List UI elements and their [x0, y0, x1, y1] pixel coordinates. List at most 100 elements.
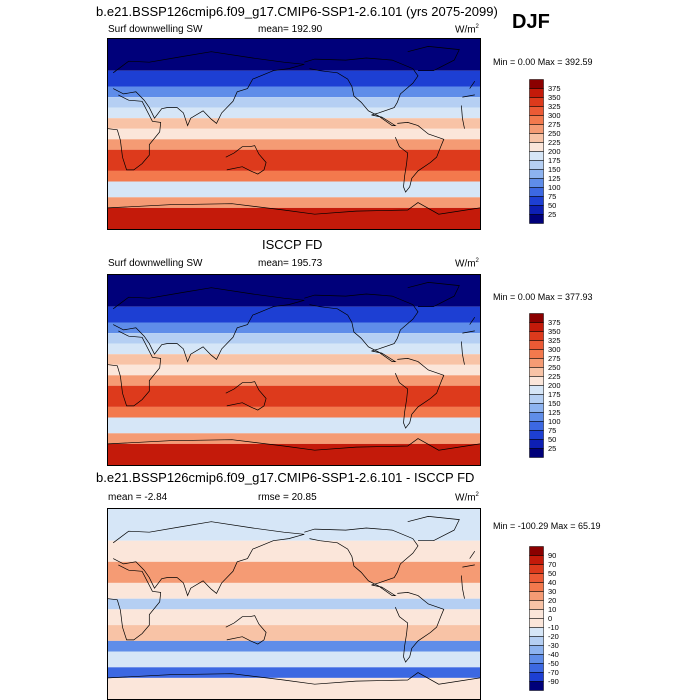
panel-2-field-band-3 — [108, 322, 480, 334]
panel-2-colorbar-tick-label: 175 — [548, 390, 561, 399]
panel-1-colorbar-box-9 — [529, 151, 544, 161]
panel-3-colorbar-box-13 — [529, 654, 544, 664]
panel-1-colorbar-tick-label: 275 — [548, 120, 561, 129]
panel-1-field-band-8 — [108, 139, 480, 150]
panel-2-variable-label: Surf downwelling SW — [108, 258, 203, 269]
panel-1-coastline-africa — [108, 94, 475, 171]
panel-2-field-band-1 — [108, 275, 480, 307]
panel-1-colorbar-box-6 — [529, 124, 544, 134]
panel-3-field-band-7 — [108, 625, 480, 641]
panel-1-map-canvas — [108, 39, 480, 229]
panel-2-coastline-africa — [108, 330, 475, 407]
panel-3-colorbar-box-9 — [529, 618, 544, 628]
panel-3-colorbar-tick-label: 40 — [548, 578, 556, 587]
panel-2-colorbar-tick-label: 275 — [548, 354, 561, 363]
panel-3-field-band-11 — [108, 677, 480, 699]
panel-3-colorbar-box-15 — [529, 672, 544, 682]
panel-2-minmax: Min = 0.00 Max = 377.93 — [493, 292, 593, 302]
panel-3-colorbar-box-14 — [529, 663, 544, 673]
panel-3-colorbar-tick-label: 30 — [548, 587, 556, 596]
panel-3-colorbar-tick-label: -10 — [548, 623, 559, 632]
panel-3-field-band-6 — [108, 609, 480, 626]
panel-3-colorbar-tick-label: 0 — [548, 614, 552, 623]
panel-3-colorbar-tick-label: -20 — [548, 632, 559, 641]
panel-2-coastline-eurasia — [112, 287, 476, 363]
panel-2-colorbar-box-11 — [529, 403, 544, 413]
panel-1-colorbar-box-1 — [529, 79, 544, 89]
panel-2-colorbar-tick-label: 250 — [548, 363, 561, 372]
panel-2-coastline-australia — [225, 381, 267, 411]
panel-1-colorbar-svg: 3753503253002752502252001751501251007550… — [529, 79, 561, 224]
panel-1-coastline-south-america — [394, 122, 445, 193]
panel-3-colorbar-box-16 — [529, 681, 544, 691]
panel-1-colorbar-box-14 — [529, 196, 544, 206]
panel-1-colorbar-tick-label: 325 — [548, 102, 561, 111]
panel-2-colorbar-tick-label: 225 — [548, 372, 561, 381]
panel-1-colorbar-box-8 — [529, 142, 544, 152]
panel-1-field-band-1 — [108, 39, 480, 71]
panel-2-colorbar-svg: 3753503253002752502252001751501251007550… — [529, 313, 561, 458]
panel-2-colorbar-box-4 — [529, 340, 544, 350]
panel-1-map — [107, 38, 481, 230]
panel-1-field-band-2 — [108, 70, 480, 87]
panel-3-colorbar-tick-label: -70 — [548, 668, 559, 677]
panel-1-colorbar-box-5 — [529, 115, 544, 125]
panel-3-field-band-8 — [108, 640, 480, 652]
panel-3-colorbar: 90 70 50 40 30 20 10 0 -10 -20 -30 -40 -50 -70 -90 — [529, 546, 589, 692]
panel-3-colorbar-tick-label: -90 — [548, 677, 559, 686]
panel-2-colorbar-tick-label: 125 — [548, 408, 561, 417]
panel-1-colorbar-tick-label: 175 — [548, 156, 561, 165]
panel-3-mean-label: mean = -2.84 — [108, 492, 168, 503]
panel-2-colorbar-box-6 — [529, 358, 544, 368]
panel-1-field-band-3 — [108, 86, 480, 98]
panel-3-colorbar-box-1 — [529, 546, 544, 556]
panel-2-coastline-antarctica-coast — [108, 438, 480, 451]
panel-2-colorbar-tick-label: 375 — [548, 318, 561, 327]
panel-2-colorbar-tick-label: 325 — [548, 336, 561, 345]
panel-2-field-band-7 — [108, 364, 480, 376]
panel-2-field-band-8 — [108, 375, 480, 386]
panel-2-colorbar-box-9 — [529, 385, 544, 395]
panel-2-colorbar-box-15 — [529, 439, 544, 449]
panel-3-field-band-4 — [108, 582, 480, 599]
panel-2-field-band-6 — [108, 354, 480, 365]
panel-1-colorbar-box-12 — [529, 178, 544, 188]
panel-1-minmax: Min = 0.00 Max = 392.59 — [493, 57, 593, 67]
panel-3-field-band-3 — [108, 561, 480, 583]
panel-2-coastline-south-america — [394, 358, 445, 429]
panel-2-colorbar-tick-label: 50 — [548, 435, 556, 444]
panel-1-colorbar-box-2 — [529, 88, 544, 98]
panel-2-field-band-5 — [108, 343, 480, 355]
panel-3-colorbar-tick-label: 90 — [548, 551, 556, 560]
panel-2-colorbar-box-8 — [529, 376, 544, 386]
panel-3-field-band-1 — [108, 509, 480, 541]
panel-1-colorbar-box-10 — [529, 160, 544, 170]
panel-1-colorbar-tick-label: 375 — [548, 84, 561, 93]
panel-1-coastline-antarctica-coast — [108, 202, 480, 215]
panel-3-coastline-greenland — [407, 516, 460, 542]
panel-2-colorbar-tick-label: 350 — [548, 327, 561, 336]
figure-title: b.e21.BSSP126cmip6.f09_g17.CMIP6-SSP1-2.… — [96, 4, 498, 19]
panel-2-colorbar-box-16 — [529, 448, 544, 458]
panel-3-colorbar-box-4 — [529, 573, 544, 583]
panel-1-field-band-4 — [108, 97, 480, 108]
panel-3-colorbar-tick-label: 50 — [548, 569, 556, 578]
panel-2-colorbar-tick-label: 25 — [548, 444, 556, 453]
panel-1-coastline-greenland — [407, 46, 460, 72]
panel-3-map — [107, 508, 481, 700]
panel-1-colorbar: 375 350 325 300 275 250 225 200 175 150 125 100 75 50… — [529, 79, 589, 225]
panel-2-colorbar-tick-label: 200 — [548, 381, 561, 390]
panel-3-field-band-2 — [108, 540, 480, 562]
panel-3-colorbar-box-5 — [529, 582, 544, 592]
panel-2-field-band-13 — [108, 443, 480, 465]
panel-1-colorbar-tick-label: 200 — [548, 147, 561, 156]
panel-2-colorbar-box-5 — [529, 349, 544, 359]
panel-1-colorbar-box-16 — [529, 214, 544, 224]
panel-3-minmax: Min = -100.29 Max = 65.19 — [493, 521, 601, 531]
panel-1-units-label: W/m2 — [455, 24, 479, 36]
panel-1-field-band-12 — [108, 197, 480, 208]
panel-2-field-band-9 — [108, 385, 480, 407]
panel-2-field-band-2 — [108, 306, 480, 323]
panel-2-colorbar-tick-label: 100 — [548, 417, 561, 426]
